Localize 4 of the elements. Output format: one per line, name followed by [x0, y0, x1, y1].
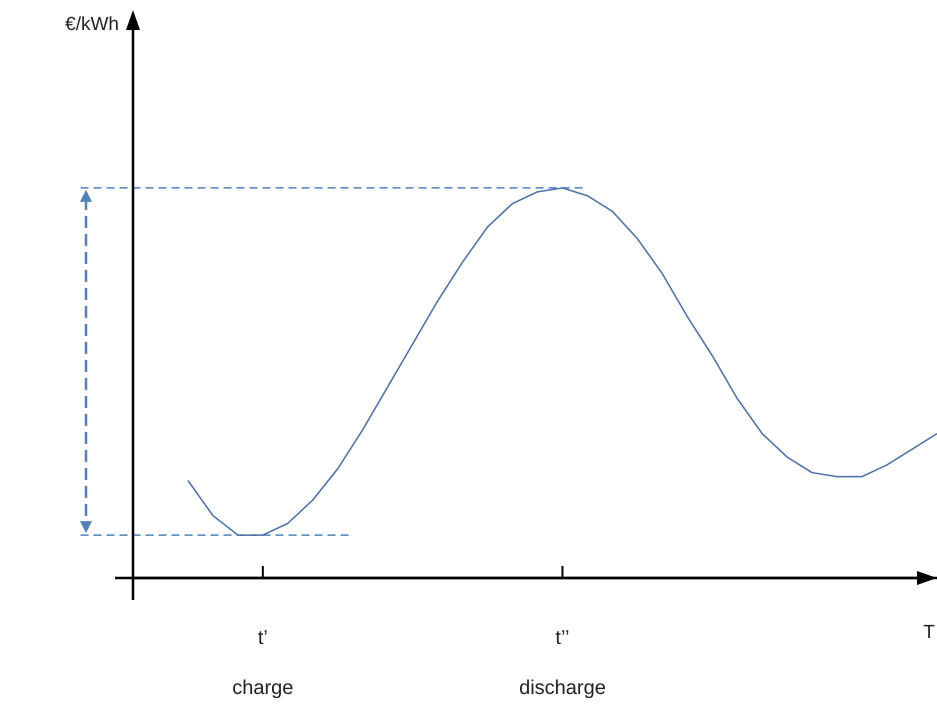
x-axis-title: T — [923, 622, 936, 643]
text: €/kWh — [65, 14, 119, 35]
category-label: t’’ discharge — [519, 627, 606, 699]
category-label: t’ charge — [232, 627, 294, 699]
